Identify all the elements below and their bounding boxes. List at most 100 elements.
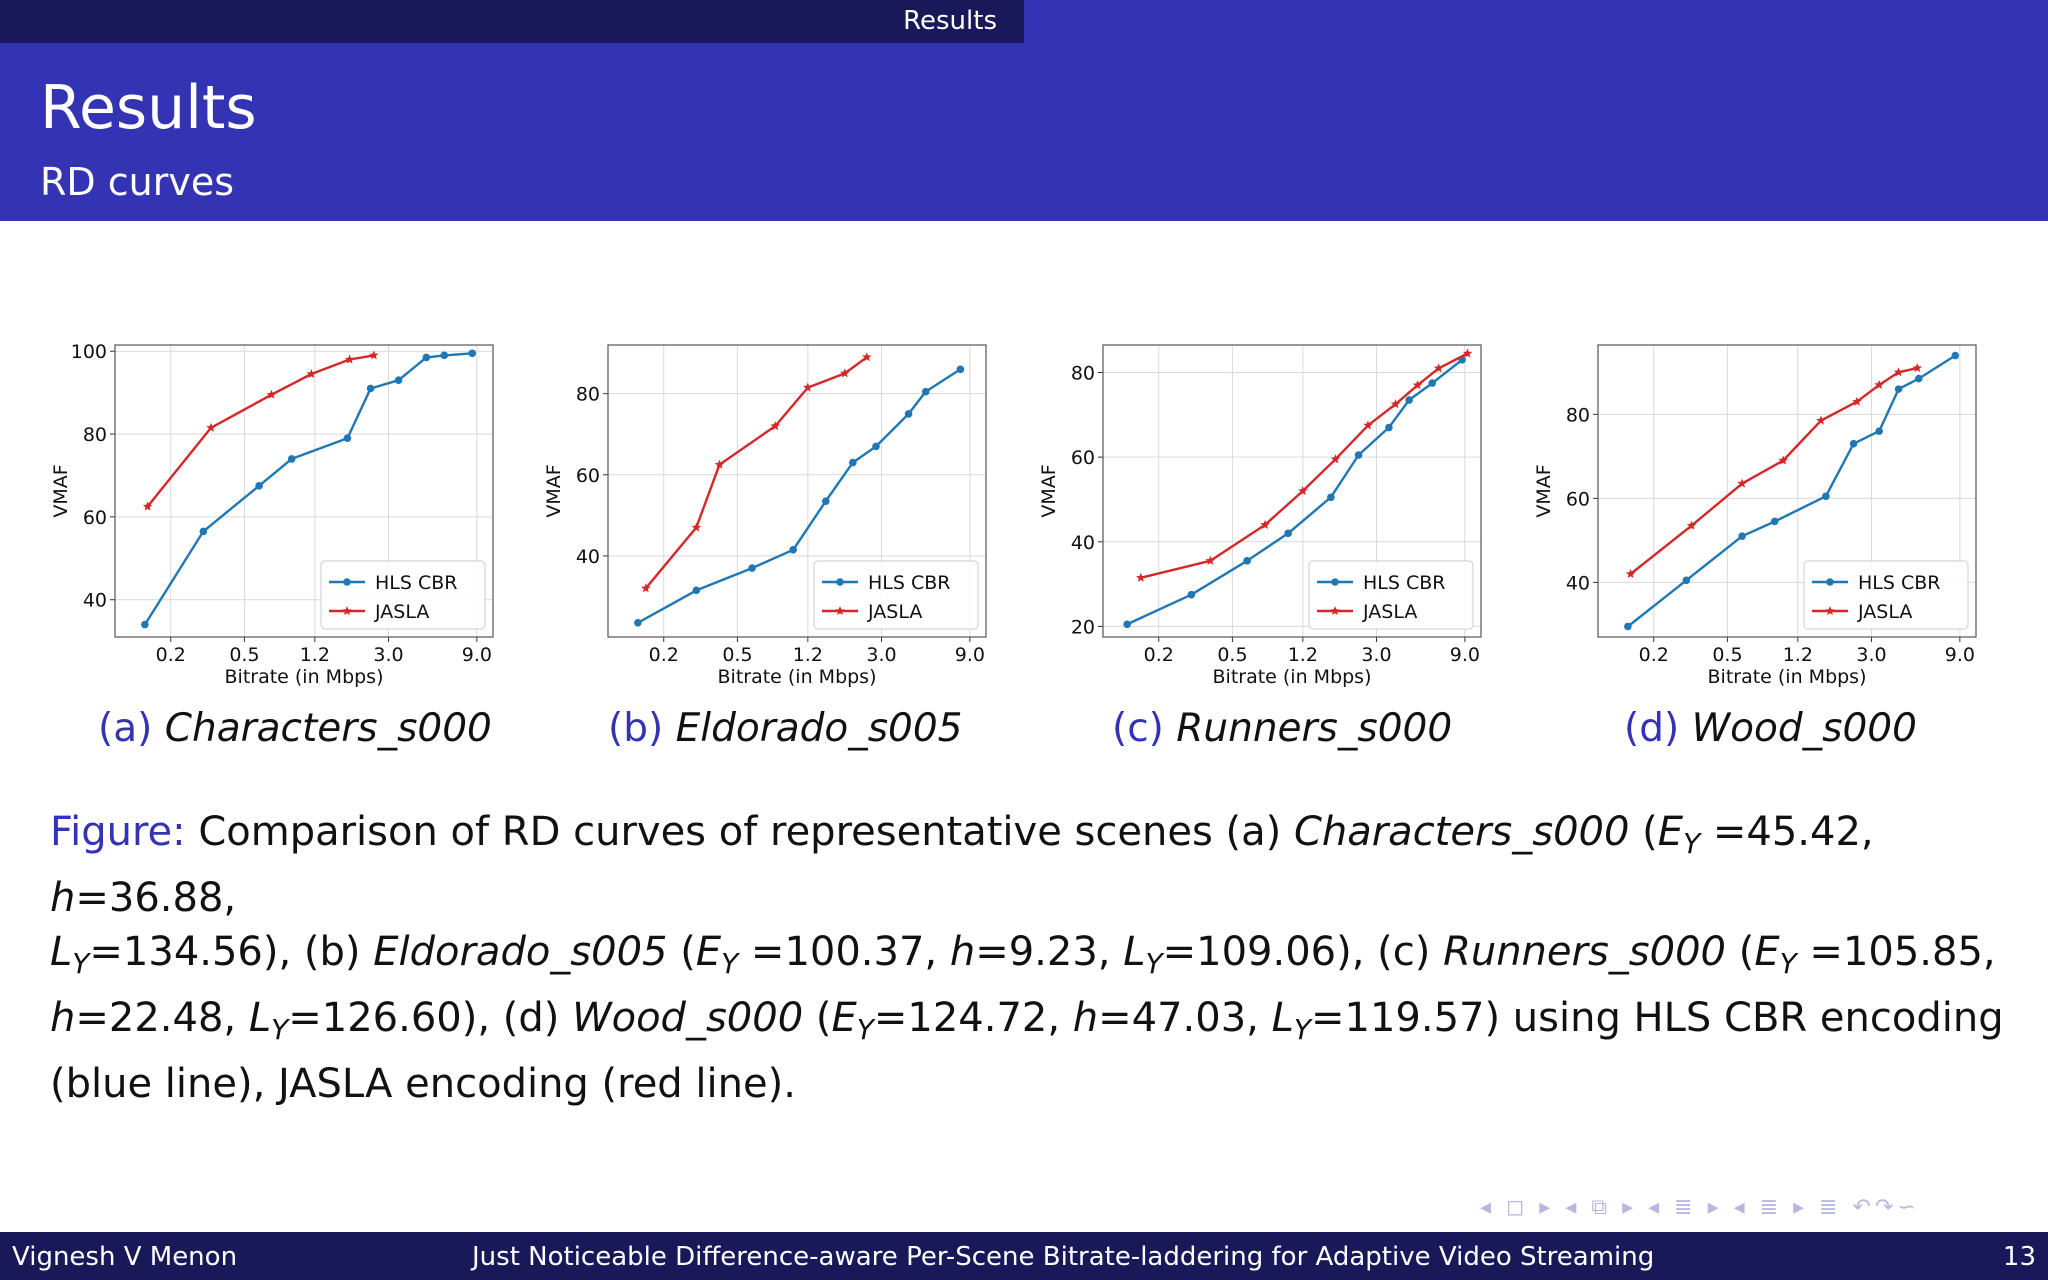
- y-axis-label: VMAF: [1038, 464, 1060, 517]
- data-point-jasla: [1893, 367, 1904, 377]
- legend-label: JASLA: [867, 601, 922, 623]
- data-point-jasla: [1205, 555, 1216, 565]
- data-point-hls-cbr: [1624, 622, 1632, 631]
- data-point-hls-cbr: [1894, 385, 1903, 393]
- y-tick-label: 80: [576, 384, 600, 406]
- plot-frame: [1102, 344, 1482, 638]
- subcaption-c: (c) Runners_s000: [1112, 706, 1452, 751]
- subcaption-label: (a): [98, 706, 153, 751]
- data-point-hls-cbr: [366, 384, 375, 393]
- beamer-navigation-symbols[interactable]: ◂ ◻ ▸ ◂ ⧉ ▸ ◂ ≣ ▸ ◂ ≣ ▸ ≣ ↶↷∽: [1480, 1195, 1920, 1220]
- x-tick-label: 3.0: [866, 644, 896, 666]
- x-axis-label: Bitrate (in Mbps): [718, 666, 877, 688]
- y-tick-label: 40: [1071, 532, 1095, 554]
- caption-segment: (: [1629, 809, 1658, 855]
- data-point-jasla: [1260, 519, 1270, 529]
- data-point-jasla: [1298, 486, 1308, 495]
- data-point-hls-cbr: [343, 434, 352, 442]
- series-line-hls-cbr: [1126, 358, 1463, 626]
- legend-marker: [835, 606, 845, 615]
- y-tick-label: 40: [83, 590, 107, 612]
- data-point-jasla: [1778, 455, 1788, 465]
- figure-caption-line-2: LY=134.56), (b) Eldorado_s005 (EY =100.3…: [50, 925, 2010, 991]
- caption-segment: (: [1726, 929, 1755, 975]
- data-point-hls-cbr: [1354, 451, 1363, 459]
- data-point-hls-cbr: [1849, 439, 1858, 448]
- data-point-jasla: [344, 354, 355, 364]
- data-point-hls-cbr: [1405, 396, 1413, 404]
- data-point-jasla: [1625, 569, 1636, 578]
- legend-marker: [342, 606, 352, 615]
- caption-segment: Y: [1683, 827, 1701, 860]
- data-point-jasla: [803, 382, 813, 392]
- caption-segment: Wood_s000: [572, 995, 804, 1041]
- subcaption-name: Eldorado_s005: [675, 706, 963, 751]
- data-point-jasla: [1330, 454, 1341, 464]
- series-line-hls-cbr: [1627, 354, 1956, 628]
- caption-segment: Y: [856, 1013, 874, 1046]
- data-point-hls-cbr: [1327, 493, 1335, 502]
- caption-segment: =105.85,: [1796, 929, 1996, 975]
- data-point-hls-cbr: [1822, 492, 1830, 501]
- subcaption-label: (b): [608, 706, 664, 751]
- caption-segment: Y: [1145, 947, 1163, 980]
- caption-segment: L: [1271, 995, 1294, 1041]
- caption-segment: h: [949, 929, 976, 975]
- data-point-hls-cbr: [141, 620, 149, 629]
- x-tick-label: 3.0: [373, 644, 403, 666]
- x-tick-label: 0.5: [722, 644, 752, 666]
- data-point-jasla: [1852, 396, 1862, 406]
- x-tick-label: 9.0: [1945, 644, 1975, 666]
- caption-segment: =134.56), (b): [89, 929, 374, 975]
- caption-segment: Y: [271, 1013, 289, 1046]
- caption-segment: =9.23,: [975, 929, 1124, 975]
- data-point-hls-cbr: [1682, 576, 1691, 585]
- data-point-jasla: [641, 583, 651, 593]
- caption-segment: =22.48,: [75, 995, 249, 1041]
- chart-svg: 0.2 0.5 1.2 3.0 9.0 40 60 80 100 Bitrate (in Mbps…: [50, 341, 494, 688]
- data-point-hls-cbr: [789, 546, 797, 554]
- data-point-hls-cbr: [199, 527, 208, 536]
- figure-label: Figure:: [50, 809, 186, 855]
- data-point-jasla: [1686, 520, 1697, 530]
- caption-segment: L: [1123, 929, 1146, 975]
- chart-svg: 0.2 0.5 1.2 3.0 9.0 20 40 60 80 Bitrate (in Mbps)…: [1038, 344, 1482, 688]
- data-point-hls-cbr: [1770, 517, 1779, 526]
- plot-frame: [607, 344, 987, 638]
- figure-caption: Figure: Comparison of RD curves of repre…: [50, 805, 2010, 1111]
- y-tick-label: 80: [83, 424, 107, 446]
- series-line-jasla: [146, 354, 375, 508]
- y-axis-label: VMAF: [50, 464, 72, 517]
- data-point-jasla: [369, 350, 379, 360]
- subcaption-name: Runners_s000: [1176, 706, 1453, 751]
- caption-segment: h: [50, 995, 76, 1041]
- footer-bar: Vignesh V Menon Just Noticeable Differen…: [0, 1232, 2048, 1280]
- caption-segment: =124.72,: [873, 995, 1073, 1041]
- y-tick-label: 40: [1566, 572, 1590, 594]
- legend-marker: [1331, 578, 1339, 586]
- nav-section-results[interactable]: Results: [0, 0, 1024, 43]
- figure-caption-line-1: Figure: Comparison of RD curves of repre…: [50, 805, 2010, 925]
- data-point-jasla: [1874, 379, 1884, 389]
- data-point-jasla: [840, 368, 850, 378]
- caption-segment: E: [695, 929, 722, 975]
- data-point-hls-cbr: [1951, 351, 1960, 360]
- x-tick-label: 0.2: [649, 644, 679, 666]
- subcaption-label: (d): [1624, 706, 1680, 751]
- footer-page-number: 13: [2002, 1242, 2036, 1272]
- series-line-jasla: [1629, 366, 1918, 575]
- series-line-hls-cbr: [143, 352, 473, 626]
- caption-segment: =119.57) using HLS CBR encoding: [1311, 995, 2004, 1041]
- legend-label: HLS CBR: [868, 572, 950, 594]
- caption-segment: Y: [72, 947, 90, 980]
- x-tick-label: 0.2: [1144, 644, 1174, 666]
- plot-frame: [1597, 344, 1977, 638]
- caption-segment: h: [50, 875, 76, 921]
- x-axis-label: Bitrate (in Mbps): [1213, 666, 1372, 688]
- caption-segment: =126.60), (d): [288, 995, 573, 1041]
- data-point-jasla: [714, 459, 725, 469]
- caption-segment: =100.37,: [738, 929, 950, 975]
- caption-segment: L: [50, 929, 73, 975]
- caption-segment: Y: [1779, 947, 1797, 980]
- data-point-jasla: [1412, 380, 1423, 390]
